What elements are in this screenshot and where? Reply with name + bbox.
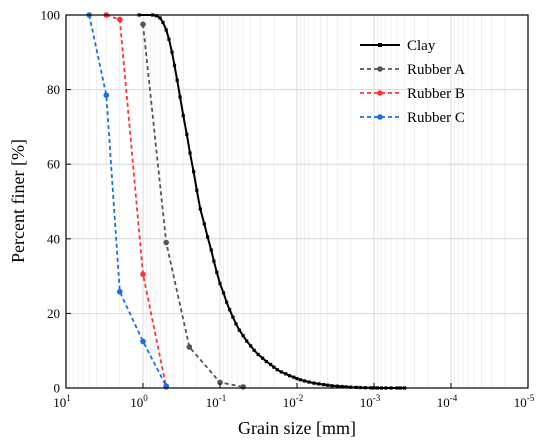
legend-label: Clay — [407, 38, 436, 54]
data-point — [185, 132, 189, 136]
series-line — [139, 14, 405, 389]
data-point — [188, 151, 192, 155]
data-point — [260, 356, 265, 360]
legend-marker — [377, 114, 383, 120]
data-point — [231, 315, 235, 319]
data-point — [154, 14, 158, 18]
data-point — [140, 271, 146, 278]
legend-label: Rubber A — [407, 62, 465, 78]
data-point — [212, 259, 216, 263]
x-tick-label: 10-2 — [283, 393, 304, 410]
data-point — [298, 378, 303, 382]
data-point — [241, 334, 245, 338]
y-tick-label: 20 — [47, 306, 60, 321]
data-point — [252, 348, 256, 352]
data-point — [140, 338, 146, 345]
y-tick-label: 60 — [47, 157, 60, 172]
data-point — [192, 170, 196, 174]
data-point — [117, 16, 123, 23]
x-tick-label: 10-1 — [206, 393, 227, 410]
data-point — [234, 322, 238, 326]
data-point — [279, 370, 283, 374]
data-point — [198, 207, 202, 211]
data-point — [228, 308, 232, 312]
data-point — [215, 270, 219, 274]
data-point — [249, 344, 253, 348]
data-point — [317, 382, 321, 386]
data-point — [186, 344, 193, 350]
data-point — [181, 114, 185, 118]
data-point — [158, 16, 162, 20]
data-point — [312, 381, 316, 385]
x-tick-label: 10-3 — [360, 393, 381, 410]
data-point — [195, 188, 199, 192]
y-tick-label: 40 — [47, 231, 60, 246]
data-point — [140, 21, 146, 28]
y-axis-title: Percent finer [%] — [8, 139, 28, 263]
data-point — [167, 37, 171, 41]
data-point — [326, 383, 330, 387]
data-point — [349, 385, 353, 389]
series-layer — [86, 12, 407, 390]
data-point — [322, 383, 326, 387]
axis-ticks: 101 100 10-1 10-2 10-3 10-4 10-5 0 20 40 60 80 100 — [41, 8, 535, 411]
data-point — [202, 222, 206, 226]
data-point — [178, 95, 182, 99]
data-point — [225, 300, 229, 304]
data-point — [295, 377, 299, 381]
y-tick-label: 100 — [41, 8, 61, 23]
data-point — [256, 352, 260, 357]
x-tick-label: 10-4 — [437, 393, 458, 410]
legend-label: Rubber C — [407, 110, 465, 126]
data-point — [330, 384, 334, 388]
data-point — [275, 368, 279, 372]
legend-marker — [377, 66, 383, 72]
data-point — [307, 380, 311, 384]
x-axis-title: Grain size [mm] — [238, 418, 356, 438]
data-point — [264, 359, 268, 364]
data-point — [240, 384, 246, 390]
legend-label: Rubber B — [407, 86, 465, 102]
data-point — [218, 281, 222, 286]
data-point — [340, 384, 344, 389]
series-line — [142, 24, 244, 388]
data-point — [170, 50, 174, 54]
data-point — [245, 339, 249, 343]
y-tick-label: 80 — [47, 82, 60, 97]
data-point — [163, 239, 169, 246]
data-point — [284, 372, 288, 376]
data-point — [335, 384, 339, 388]
data-point — [209, 248, 213, 252]
series-line — [88, 14, 167, 387]
x-tick-label: 101 — [53, 393, 71, 410]
data-point — [237, 328, 241, 332]
y-tick-label: 0 — [54, 381, 61, 396]
legend-marker — [378, 43, 382, 47]
data-point — [272, 365, 276, 369]
data-point — [117, 288, 123, 295]
data-point — [172, 63, 177, 67]
x-tick-label: 10-5 — [514, 393, 535, 410]
data-point — [287, 374, 292, 378]
data-point — [161, 20, 165, 25]
data-point — [344, 385, 348, 389]
legend-marker — [377, 90, 383, 96]
data-point — [292, 375, 296, 379]
data-point — [205, 235, 210, 239]
data-point — [103, 92, 110, 98]
data-point — [217, 379, 223, 386]
data-point — [302, 379, 307, 383]
series-line — [106, 14, 168, 388]
chart-grid — [66, 14, 529, 389]
data-point — [175, 78, 179, 82]
x-tick-label: 100 — [130, 393, 148, 410]
chart-legend: Clay Rubber A Rubber B Rubber C — [360, 38, 465, 126]
data-point — [221, 291, 226, 295]
data-point — [269, 362, 273, 367]
data-point — [164, 28, 168, 32]
